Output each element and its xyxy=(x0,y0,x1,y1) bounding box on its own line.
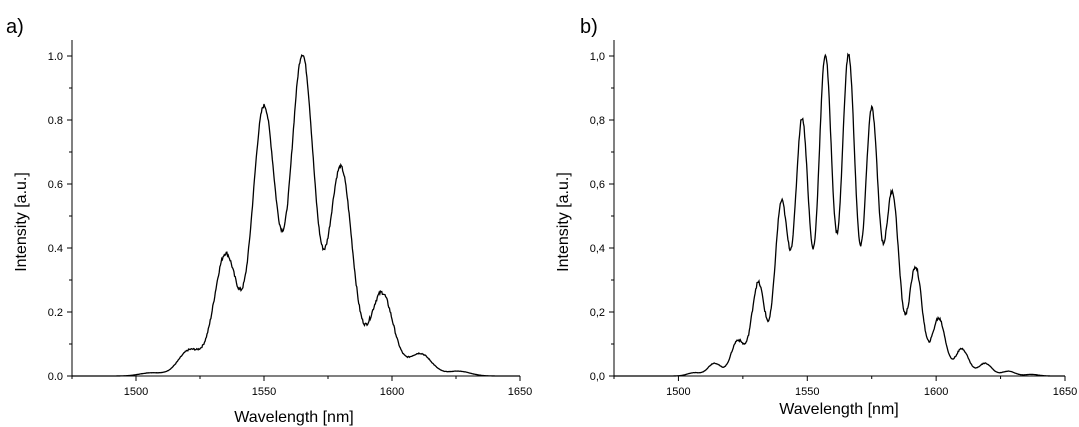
panel-a-ticks: 0.0 0.2 0.4 0.6 0.8 1.0 1500 1550 1600 1650 xyxy=(48,51,533,398)
panel-b-y-tick-label: 1,0 xyxy=(590,51,605,63)
panel-b-label: b) xyxy=(580,16,598,38)
panel-b-x-tick-label: 1500 xyxy=(666,386,690,398)
panel-b-axes xyxy=(613,40,1065,377)
panel-a-xlabel: Wavelength [nm] xyxy=(234,409,353,426)
panel-a: a) Wavelength [nm] Intensity [a.u.] 0.00… xyxy=(6,16,532,426)
panel-b-xlabel: Wavelength [nm] xyxy=(779,401,898,418)
panel-a-ylabel: Intensity [a.u.] xyxy=(13,172,30,272)
panel-b-y-tick-label: 0,0 xyxy=(590,371,605,383)
panel-b-y-tick-label: 0,8 xyxy=(590,115,605,127)
panel-b-x-tick-label: 1600 xyxy=(924,386,948,398)
panel-a-x-tick-label: 1600 xyxy=(380,386,404,398)
panel-b-ticks: 0,0 0,2 0,4 0,6 0,8 1,0 1500 1550 1600 1650 xyxy=(590,51,1078,398)
panel-b-series-line xyxy=(614,52,1065,377)
panel-a-series-line xyxy=(72,54,520,377)
panel-b: b) Wavelength [nm] Intensity [a.u.] 0,00… xyxy=(555,16,1077,418)
panel-a-y-tick-label: 0.8 xyxy=(48,115,63,127)
panel-b-y-tick-label: 0,2 xyxy=(590,307,605,319)
panel-b-y-tick-label: 0,4 xyxy=(590,243,605,255)
panel-b-y-tick-label: 0,6 xyxy=(590,179,605,191)
panel-b-ylabel: Intensity [a.u.] xyxy=(555,172,572,272)
panel-a-y-tick-label: 0.2 xyxy=(48,307,63,319)
panel-b-x-tick-label: 1650 xyxy=(1053,386,1077,398)
panel-a-label: a) xyxy=(6,16,24,38)
panel-a-x-tick-label: 1650 xyxy=(508,386,532,398)
panel-a-x-tick-label: 1550 xyxy=(252,386,276,398)
panel-a-y-tick-label: 0.6 xyxy=(48,179,63,191)
panel-a-y-tick-label: 0.4 xyxy=(48,243,63,255)
panel-a-y-tick-label: 0.0 xyxy=(48,371,63,383)
panel-b-x-tick-label: 1550 xyxy=(795,386,819,398)
panel-a-y-tick-label: 1.0 xyxy=(48,51,63,63)
panel-a-x-tick-label: 1500 xyxy=(124,386,148,398)
panel-a-axes xyxy=(71,40,520,377)
